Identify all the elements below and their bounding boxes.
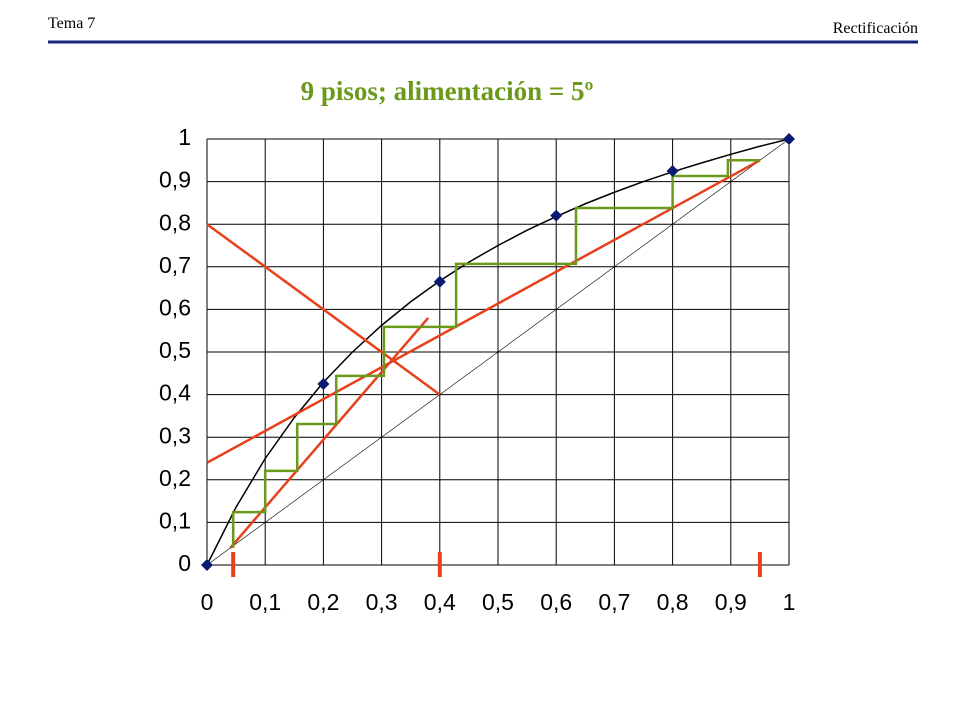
x-tick-label: 0,8 bbox=[657, 589, 689, 615]
x-tick-label: 0,6 bbox=[540, 589, 572, 615]
y-tick-label: 0,5 bbox=[159, 337, 191, 363]
data-point bbox=[666, 164, 679, 177]
y-tick-label: 0,2 bbox=[159, 465, 191, 491]
x-tick-label: 0,7 bbox=[598, 589, 630, 615]
data-point bbox=[433, 275, 446, 288]
data-point bbox=[550, 209, 563, 222]
series-line bbox=[206, 138, 790, 566]
series-line bbox=[229, 317, 430, 549]
series-line bbox=[206, 223, 441, 396]
x-tick-label: 0,1 bbox=[249, 589, 281, 615]
series-line bbox=[206, 138, 790, 566]
y-tick-label: 1 bbox=[178, 124, 191, 150]
data-point bbox=[317, 377, 330, 390]
y-tick-label: 0,4 bbox=[159, 380, 191, 406]
x-tick-label: 0,4 bbox=[424, 589, 456, 615]
y-tick-label: 0,7 bbox=[159, 252, 191, 278]
x-tick-label: 0,2 bbox=[307, 589, 339, 615]
y-tick-label: 0 bbox=[178, 550, 191, 576]
chart-title: 9 pisos; alimentación = 5º bbox=[301, 76, 594, 106]
series-line bbox=[206, 159, 761, 464]
x-tick-label: 0,3 bbox=[366, 589, 398, 615]
x-tick-label: 0,5 bbox=[482, 589, 514, 615]
y-tick-label: 0,3 bbox=[159, 422, 191, 448]
header-right: Rectificación bbox=[833, 20, 918, 37]
data-point bbox=[201, 559, 213, 571]
x-tick-label: 0,9 bbox=[715, 589, 747, 615]
data-point bbox=[783, 133, 795, 145]
y-tick-label: 0,1 bbox=[159, 507, 191, 533]
y-tick-label: 0,9 bbox=[159, 167, 191, 193]
header-left: Tema 7 bbox=[48, 15, 95, 32]
y-tick-label: 0,6 bbox=[159, 294, 191, 320]
y-tick-label: 0,8 bbox=[159, 209, 191, 235]
x-tick-label: 0 bbox=[201, 589, 214, 615]
x-tick-label: 1 bbox=[783, 589, 796, 615]
